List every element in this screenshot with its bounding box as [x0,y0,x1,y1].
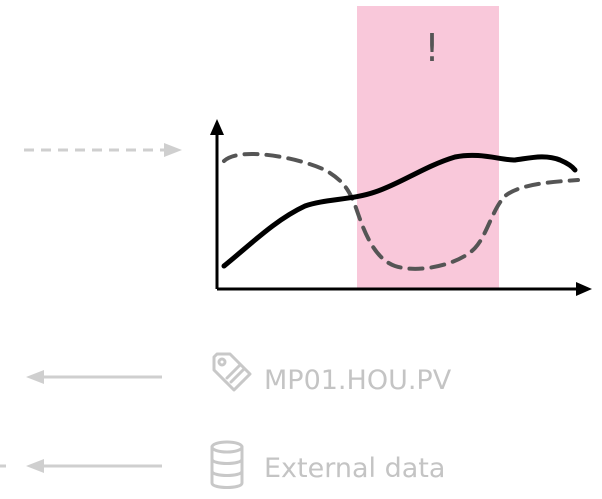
source-label-tag: MP01.HOU.PV [264,365,452,396]
feed-arrowhead-tag [26,370,44,384]
y-axis-arrowhead [210,119,224,135]
source-row-database: External data [0,440,445,489]
solid-series-line [221,152,578,269]
tag-icon [212,352,252,392]
database-icon [210,440,244,489]
source-label-database: External data [264,453,445,484]
x-axis-arrowhead [576,282,592,296]
anomaly-highlight-band [357,6,499,288]
incoming-dashed-arrow [24,143,182,157]
feed-arrowhead-database [26,459,44,473]
chart-axes [210,119,592,296]
source-row-tag: MP01.HOU.PV [26,352,452,396]
alert-mark: ! [424,26,439,70]
dashed-series-line [222,152,580,271]
